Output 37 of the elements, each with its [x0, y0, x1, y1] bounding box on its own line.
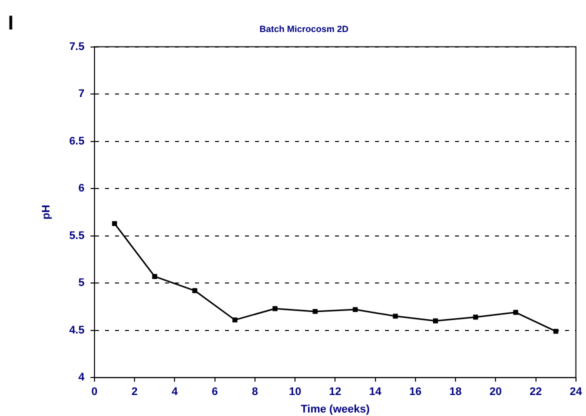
- y-tick-label: 5.5: [69, 230, 84, 242]
- y-tick-label: 6: [78, 182, 84, 195]
- point: [433, 318, 438, 324]
- point: [513, 310, 518, 315]
- point: [473, 314, 478, 320]
- point: [272, 306, 278, 312]
- point: [152, 274, 158, 279]
- x-tick-label: 16: [409, 386, 422, 398]
- x-tick-label: 4: [172, 386, 179, 398]
- point: [392, 314, 398, 319]
- point: [112, 221, 118, 226]
- x-tick-label: 14: [369, 386, 382, 398]
- point: [192, 288, 198, 294]
- point: [232, 317, 238, 322]
- text: I: [8, 12, 14, 35]
- y-axis-title: pH: [40, 204, 53, 220]
- x-tick-label: 8: [252, 386, 258, 398]
- x-tick-label: 20: [490, 386, 502, 398]
- y-tick-label: 5: [78, 277, 84, 290]
- x-tick-label: 22: [530, 386, 542, 398]
- y-tick-label: 6.5: [69, 135, 84, 148]
- y-tick-label: 4: [78, 372, 86, 384]
- y-tick-label: 4.5: [69, 324, 84, 336]
- x-tick-label: 24: [570, 386, 583, 398]
- y-tick-label: 7.5: [69, 40, 84, 53]
- x-tick-label: 2: [132, 386, 138, 398]
- x-tick-label: 18: [449, 386, 462, 398]
- y-tick-label: 7: [78, 88, 84, 100]
- x-axis-title: Time (weeks): [300, 403, 370, 416]
- point: [352, 307, 358, 312]
- x-tick-label: 0: [91, 386, 98, 398]
- chart-title: Batch Microcosm 2D: [259, 24, 350, 34]
- point: [553, 328, 558, 334]
- point: [312, 308, 318, 314]
- x-tick-label: 10: [288, 386, 302, 398]
- x-tick-label: 12: [329, 386, 342, 398]
- x-tick-label: 6: [212, 386, 218, 398]
